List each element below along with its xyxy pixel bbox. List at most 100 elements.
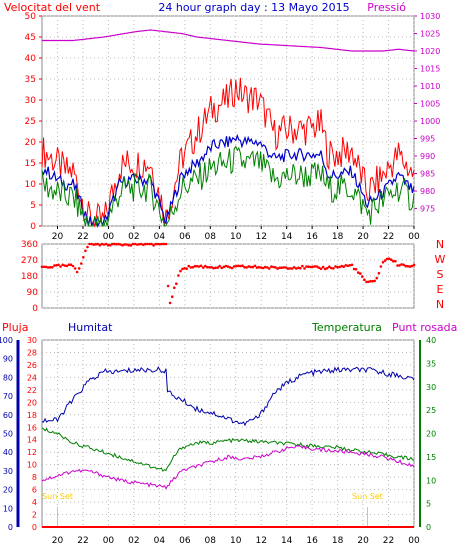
direction-tick-label: 360	[21, 240, 38, 250]
direction-point	[121, 244, 124, 247]
direction-point	[142, 243, 145, 246]
direction-point	[204, 264, 207, 268]
temperature-title: Temperatura	[311, 321, 382, 334]
direction-point	[187, 264, 190, 268]
direction-point	[263, 265, 267, 269]
direction-point	[361, 275, 364, 278]
direction-point	[117, 242, 120, 246]
compass-label: W	[435, 253, 446, 266]
direction-point	[119, 243, 122, 246]
direction-point	[96, 242, 100, 246]
direction-point	[230, 266, 234, 270]
wind-x-tick-label: 06	[179, 232, 191, 242]
humidity-x-tick-label: 22	[383, 536, 394, 546]
rain-tick-label: 10	[27, 461, 37, 470]
direction-point	[183, 267, 186, 270]
temperature-tick-label: 10	[426, 476, 436, 485]
direction-point	[46, 266, 50, 269]
humidity-x-tick-label: 14	[281, 536, 293, 546]
direction-point	[69, 263, 73, 267]
direction-point	[154, 242, 157, 246]
direction-point	[129, 244, 133, 247]
direction-point	[67, 263, 71, 267]
direction-point	[57, 263, 60, 267]
direction-point	[88, 242, 91, 246]
direction-point	[299, 267, 302, 270]
direction-point	[148, 242, 151, 246]
direction-point	[113, 242, 116, 246]
direction-point	[363, 278, 366, 282]
direction-point	[340, 264, 344, 268]
direction-point	[164, 242, 168, 246]
humidity-x-tick-label: 16	[306, 536, 318, 546]
direction-point	[365, 280, 368, 284]
pressure-tick-label: 1030	[420, 12, 440, 21]
direction-point	[73, 267, 77, 270]
direction-point	[371, 279, 375, 283]
direction-point	[251, 265, 255, 269]
direction-point	[290, 267, 294, 270]
direction-point	[400, 263, 403, 266]
humidity-x-tick-label: 00	[408, 536, 420, 546]
direction-point	[270, 265, 273, 268]
direction-point	[224, 264, 228, 268]
humidity-x-tick-label: 22	[77, 536, 88, 546]
rain-title: Pluja	[2, 321, 28, 334]
direction-point	[404, 264, 408, 268]
temperature-tick-label: 0	[426, 523, 431, 532]
humidity-tick-label: 0	[8, 523, 13, 532]
direction-point	[303, 267, 306, 270]
direction-point	[375, 276, 379, 280]
direction-point	[315, 265, 319, 268]
temperature-tick-label: 25	[426, 406, 436, 415]
direction-point	[61, 263, 64, 267]
direction-point	[334, 265, 337, 268]
pressure-tick-label: 1015	[420, 65, 440, 74]
direction-point	[152, 244, 155, 247]
pressure-tick-label: 1010	[420, 82, 440, 91]
direction-point	[222, 265, 226, 269]
wind-tick-label: 45	[25, 33, 36, 43]
direction-point	[319, 267, 323, 271]
direction-tick-label: 90	[27, 288, 39, 298]
direction-point	[220, 266, 224, 270]
direction-point	[261, 266, 265, 270]
temperature-tick-label: 15	[426, 453, 436, 462]
wind-tick-label: 20	[25, 138, 37, 148]
direction-point	[332, 267, 335, 270]
humidity-x-tick-label: 12	[255, 536, 266, 546]
direction-point	[266, 266, 269, 269]
direction-point	[63, 264, 66, 267]
direction-point	[82, 255, 85, 259]
compass-label: N	[436, 298, 444, 311]
direction-point	[383, 259, 387, 262]
direction-point	[241, 264, 244, 268]
direction-point	[307, 265, 310, 269]
wind-x-tick-label: 20	[357, 232, 369, 242]
wind-x-tick-label: 08	[205, 232, 217, 242]
humidity-tick-label: 20	[3, 486, 13, 495]
direction-point	[44, 265, 48, 269]
direction-point	[346, 264, 350, 268]
direction-point	[175, 282, 178, 286]
direction-point	[396, 264, 399, 267]
direction-point	[330, 266, 333, 270]
direction-point	[398, 264, 401, 267]
direction-point	[137, 243, 141, 246]
direction-point	[311, 265, 315, 269]
direction-tick-label: 270	[21, 256, 38, 266]
direction-point	[235, 264, 238, 268]
direction-point	[177, 274, 180, 277]
direction-point	[166, 284, 170, 288]
humidity-tick-label: 80	[3, 373, 13, 382]
direction-point	[65, 264, 69, 268]
direction-point	[276, 267, 279, 270]
direction-point	[228, 266, 232, 269]
humidity-x-tick-label: 02	[128, 536, 139, 546]
sunset-label: Sun Set	[42, 492, 73, 501]
direction-point	[49, 266, 52, 269]
direction-point	[181, 267, 184, 271]
humidity-series-line	[41, 366, 415, 427]
direction-point	[245, 266, 248, 269]
humidity-tick-label: 30	[3, 467, 13, 476]
